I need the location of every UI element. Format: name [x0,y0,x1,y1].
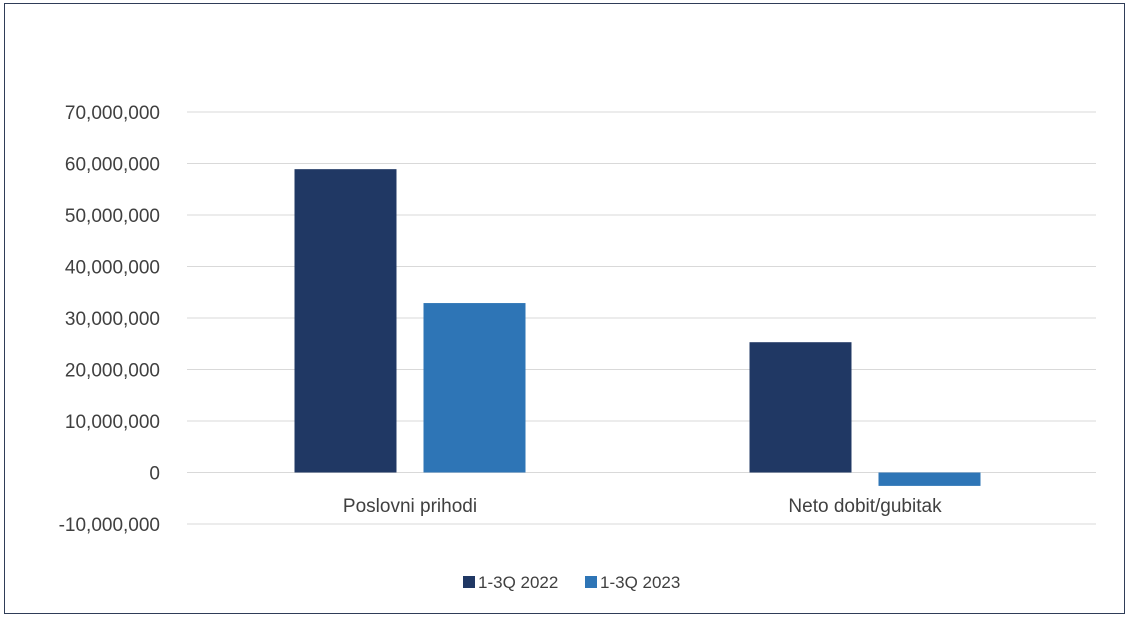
bar-1-2 [750,342,852,472]
legend-swatch [463,576,475,588]
y-tick-label: 20,000,000 [65,361,160,382]
y-tick-label: 10,000,000 [65,412,160,433]
y-tick-label: 40,000,000 [65,258,160,279]
y-tick-label: 0 [149,464,160,485]
bars [295,169,981,486]
category-labels: Poslovni prihodi Neto dobit/gubitak [343,496,942,517]
bar-1-1 [295,169,397,472]
y-tick-label: 60,000,000 [65,155,160,176]
bar-2-1 [424,303,526,472]
y-tick-label: 30,000,000 [65,309,160,330]
legend: 1-3Q 2022 1-3Q 2023 [463,573,680,592]
legend-swatch [585,576,597,588]
legend-label: 1-3Q 2022 [478,573,558,592]
y-tick-label: 70,000,000 [65,103,160,124]
bar-2-2 [879,473,981,486]
y-tick-label: 50,000,000 [65,206,160,227]
y-tick-label: -10,000,000 [59,515,160,536]
y-axis-tick-labels: -10,000,000 0 10,000,000 20,000,000 30,000,0… [59,103,160,536]
category-label: Neto dobit/gubitak [788,496,942,517]
legend-label: 1-3Q 2023 [600,573,680,592]
category-label: Poslovni prihodi [343,496,477,517]
